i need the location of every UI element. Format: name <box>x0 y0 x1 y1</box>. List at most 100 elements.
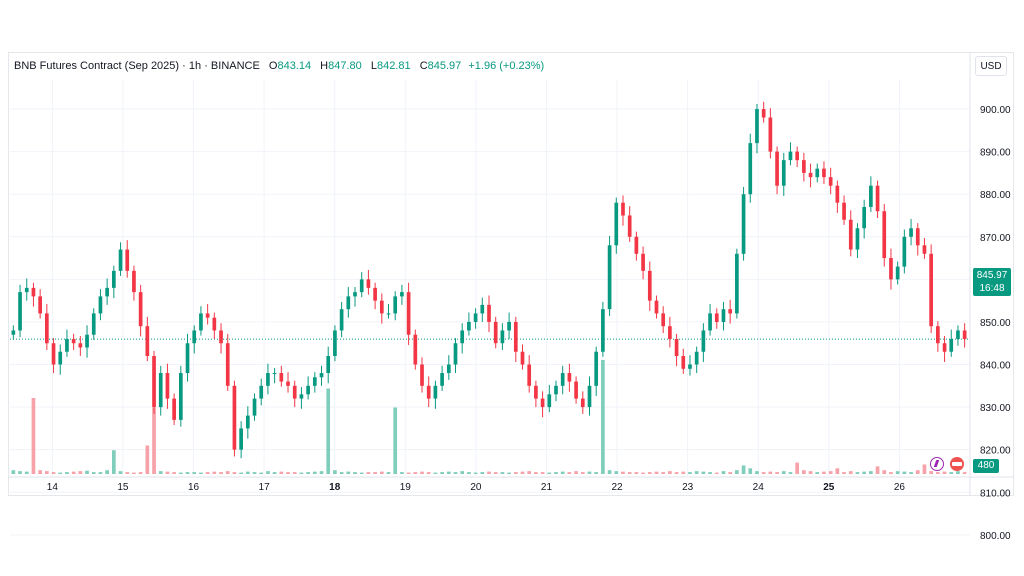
volume-bar <box>98 472 103 474</box>
volume-bar <box>674 472 679 474</box>
candle-body <box>31 287 36 297</box>
volume-bar <box>681 471 686 474</box>
y-tick-label: 880.00 <box>980 190 1011 201</box>
volume-bar <box>245 471 250 474</box>
volume-bar <box>239 472 243 474</box>
candle-body <box>252 398 257 416</box>
candle-body <box>333 330 337 356</box>
candle-body <box>741 194 746 254</box>
candle-body <box>319 373 324 378</box>
volume-bar <box>822 471 826 474</box>
volume-bar <box>647 472 652 474</box>
volume-bar <box>272 472 277 474</box>
volume-bar <box>205 472 210 474</box>
y-tick-label: 810.00 <box>980 488 1011 499</box>
volume-bar <box>922 464 927 474</box>
candle-body <box>714 313 719 322</box>
volume-bar <box>761 472 766 474</box>
volume-bar <box>65 472 69 474</box>
candle-body <box>855 228 860 250</box>
candle-body <box>580 398 585 408</box>
volume-bar <box>882 470 887 474</box>
volume-bar <box>118 471 123 474</box>
volume-bar <box>875 466 880 474</box>
candle-body <box>393 296 398 314</box>
candle-body <box>641 253 645 271</box>
currency-button[interactable]: USD <box>975 56 1007 76</box>
volume-bar <box>781 471 786 474</box>
candle-body <box>400 292 404 297</box>
candle-body <box>487 304 491 322</box>
volume-bar <box>138 472 143 474</box>
volume-bar <box>266 471 270 474</box>
candle-body <box>426 385 431 399</box>
candle-body <box>768 117 773 152</box>
volume-bar <box>895 471 900 474</box>
candle-body <box>219 330 223 344</box>
volume-bar <box>51 472 56 474</box>
candle-body <box>85 334 89 348</box>
y-tick-label: 830.00 <box>980 403 1011 414</box>
volume-bar <box>956 471 960 474</box>
lightning-icon[interactable] <box>930 456 944 471</box>
volume-bar <box>949 472 954 474</box>
volume-bar <box>842 472 846 474</box>
volume-bar <box>453 472 458 474</box>
volume-bar <box>768 471 773 474</box>
candle-body <box>681 356 686 369</box>
candle-body <box>433 385 438 399</box>
volume-bar <box>306 472 310 474</box>
candle-body <box>18 292 22 331</box>
volume-bar <box>292 472 297 474</box>
candle-body <box>654 300 659 314</box>
volume-bar <box>433 472 438 474</box>
volume-bar <box>487 471 491 474</box>
candle-body <box>58 351 63 365</box>
candle-body <box>132 270 136 293</box>
candle-body <box>822 168 826 178</box>
x-tick-label: 23 <box>682 482 694 493</box>
volume-bar <box>359 472 364 474</box>
volume-bar <box>735 470 739 474</box>
volume-bar <box>641 472 645 474</box>
candle-body <box>694 351 699 365</box>
volume-bar <box>232 472 237 474</box>
candle-body <box>815 168 820 178</box>
volume-bar <box>902 471 907 474</box>
bar-countdown: 16:48 <box>979 283 1005 294</box>
volume-bar <box>601 360 605 474</box>
volume-bar <box>962 472 967 474</box>
candle-body <box>493 321 498 344</box>
candle-body <box>232 385 237 450</box>
volume-bar <box>534 472 538 474</box>
candle-body <box>45 313 49 344</box>
volume-bar <box>440 472 444 474</box>
candle-body <box>11 330 16 335</box>
high-label: H <box>320 60 329 72</box>
candle-body <box>735 253 739 314</box>
candle-body <box>500 330 505 344</box>
candle-body <box>339 309 344 331</box>
volume-bar <box>574 471 578 474</box>
candle-body <box>962 330 967 340</box>
volume-bar <box>18 471 22 474</box>
volume-bar <box>386 472 391 474</box>
volume-bar <box>728 472 733 474</box>
volume-bar <box>755 471 759 474</box>
volume-bar <box>212 471 217 474</box>
candle-body <box>688 364 692 369</box>
candle-body <box>915 228 920 246</box>
volume-bar <box>614 471 619 474</box>
candle-body <box>453 343 458 365</box>
volume-bar <box>446 471 451 474</box>
candle-body <box>520 351 525 365</box>
volume-bar <box>560 471 565 474</box>
flag-icon[interactable] <box>950 456 965 471</box>
candle-body <box>802 160 806 173</box>
volume-bar <box>748 468 753 474</box>
volume-bar <box>473 472 478 474</box>
volume-bar <box>936 472 940 474</box>
candle-body <box>467 321 471 331</box>
volume-bar <box>594 472 599 474</box>
